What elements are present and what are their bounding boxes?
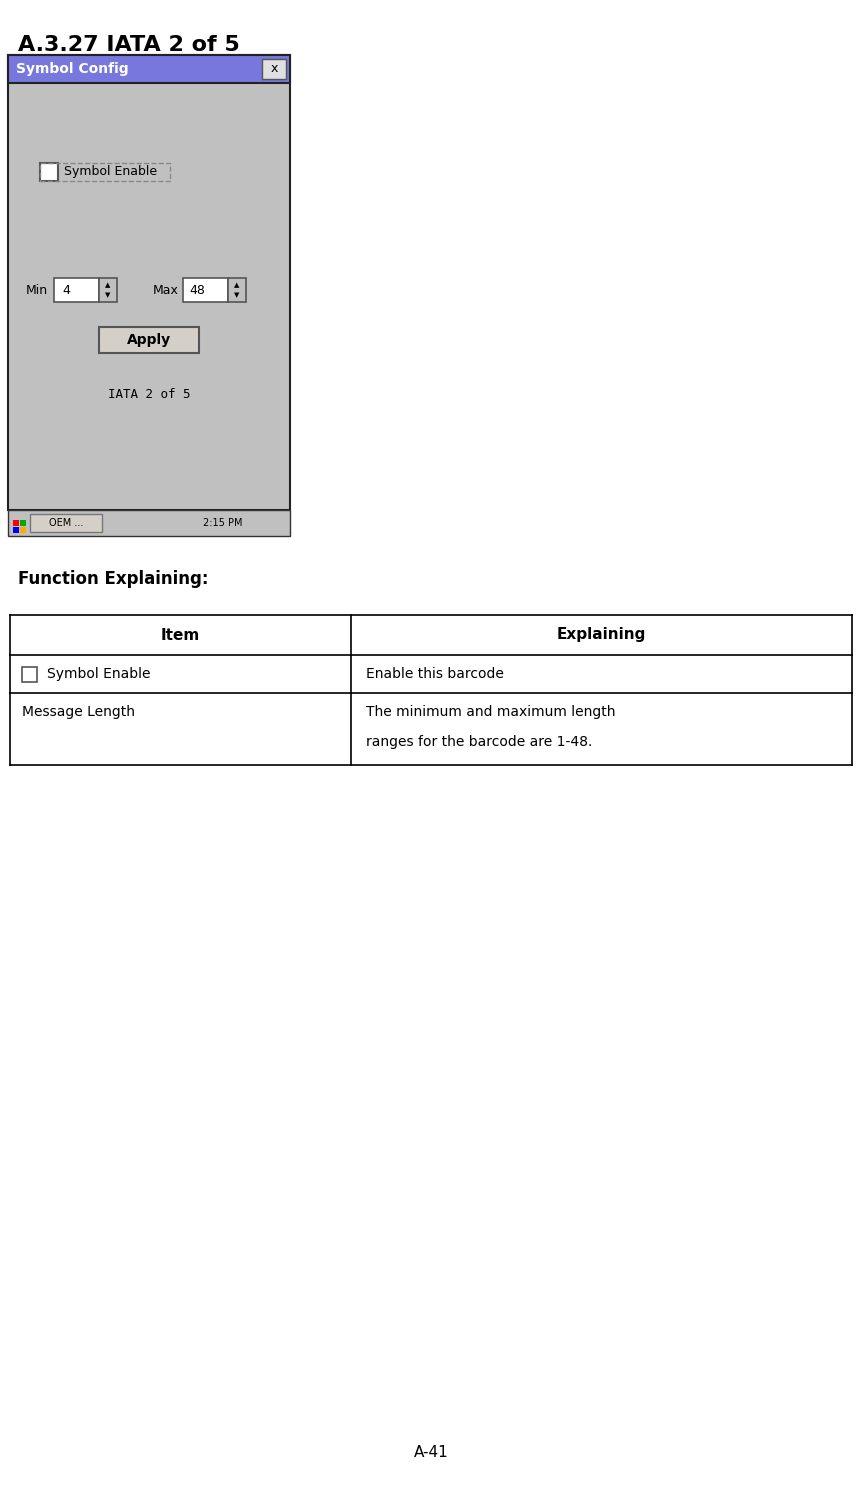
- Text: Max: Max: [153, 284, 179, 297]
- Text: ▲: ▲: [105, 282, 110, 288]
- FancyBboxPatch shape: [228, 278, 246, 302]
- Text: ▼: ▼: [105, 291, 110, 297]
- FancyBboxPatch shape: [13, 520, 19, 526]
- FancyBboxPatch shape: [40, 163, 58, 181]
- FancyBboxPatch shape: [8, 55, 290, 83]
- Text: Apply: Apply: [127, 333, 171, 348]
- Text: 2:15 PM: 2:15 PM: [203, 519, 243, 528]
- Text: Enable this barcode: Enable this barcode: [366, 667, 504, 681]
- FancyBboxPatch shape: [99, 327, 199, 354]
- FancyBboxPatch shape: [99, 278, 117, 302]
- Text: A.3.27 IATA 2 of 5: A.3.27 IATA 2 of 5: [18, 36, 240, 55]
- Text: Symbol Enable: Symbol Enable: [47, 667, 150, 681]
- Text: ▼: ▼: [235, 291, 240, 297]
- FancyBboxPatch shape: [8, 55, 290, 510]
- Text: Symbol Enable: Symbol Enable: [64, 165, 157, 178]
- Text: The minimum and maximum length: The minimum and maximum length: [366, 704, 615, 719]
- FancyBboxPatch shape: [30, 514, 102, 532]
- FancyBboxPatch shape: [54, 278, 99, 302]
- FancyBboxPatch shape: [13, 528, 19, 533]
- Text: Explaining: Explaining: [557, 627, 646, 642]
- Text: A-41: A-41: [414, 1444, 449, 1461]
- FancyBboxPatch shape: [262, 59, 286, 79]
- Text: Message Length: Message Length: [22, 704, 135, 719]
- Text: Item: Item: [161, 627, 200, 642]
- Text: 48: 48: [189, 284, 205, 297]
- Text: 4: 4: [62, 284, 70, 297]
- Text: x: x: [270, 62, 278, 76]
- Text: ▲: ▲: [235, 282, 240, 288]
- Text: ranges for the barcode are 1-48.: ranges for the barcode are 1-48.: [366, 736, 592, 749]
- FancyBboxPatch shape: [22, 667, 37, 682]
- Text: Function Explaining:: Function Explaining:: [18, 571, 209, 588]
- Text: Symbol Config: Symbol Config: [16, 62, 129, 76]
- FancyBboxPatch shape: [183, 278, 228, 302]
- FancyBboxPatch shape: [20, 520, 26, 526]
- Text: IATA 2 of 5: IATA 2 of 5: [108, 388, 190, 401]
- Text: Min: Min: [26, 284, 48, 297]
- FancyBboxPatch shape: [8, 510, 290, 536]
- Text: OEM ...: OEM ...: [49, 519, 83, 528]
- FancyBboxPatch shape: [20, 528, 26, 533]
